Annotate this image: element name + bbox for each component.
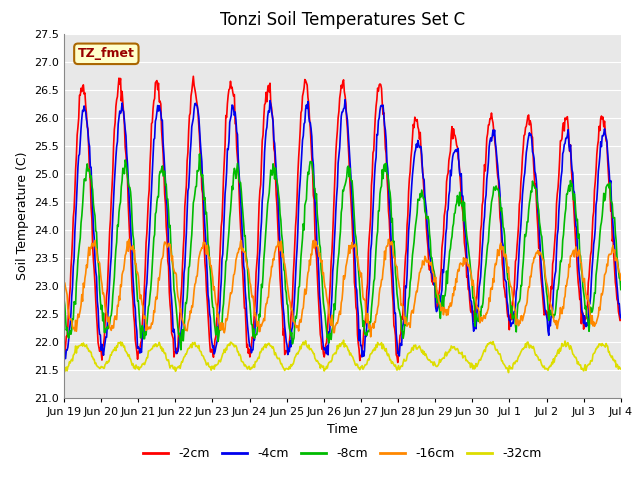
-32cm <box>127 359 135 365</box>
-8cm <box>70 299 78 305</box>
-2cm <box>70 206 78 212</box>
-8cm <box>196 151 204 157</box>
-16cm <box>128 244 136 250</box>
-8cm <box>177 347 185 353</box>
-8cm <box>617 287 625 292</box>
-2cm <box>214 299 222 305</box>
-4cm <box>185 185 193 191</box>
Line: -2cm: -2cm <box>64 76 621 362</box>
-2cm <box>394 360 402 365</box>
-32cm <box>428 360 435 365</box>
-16cm <box>125 236 133 242</box>
-4cm <box>60 343 68 349</box>
-16cm <box>428 264 436 270</box>
-32cm <box>214 361 221 367</box>
Line: -32cm: -32cm <box>64 340 621 372</box>
-32cm <box>505 370 513 375</box>
-4cm <box>214 325 222 331</box>
-32cm <box>617 366 625 372</box>
-2cm <box>412 117 419 123</box>
-2cm <box>60 348 68 354</box>
Y-axis label: Soil Temperature (C): Soil Temperature (C) <box>16 152 29 280</box>
-2cm <box>127 268 135 274</box>
-16cm <box>412 293 419 299</box>
-8cm <box>127 200 135 205</box>
-32cm <box>70 351 78 357</box>
-8cm <box>185 265 193 271</box>
-2cm <box>184 150 192 156</box>
-8cm <box>412 222 419 228</box>
X-axis label: Time: Time <box>327 423 358 436</box>
-16cm <box>367 334 374 340</box>
Legend: -2cm, -4cm, -8cm, -16cm, -32cm: -2cm, -4cm, -8cm, -16cm, -32cm <box>138 442 547 465</box>
-32cm <box>340 337 348 343</box>
-4cm <box>617 315 625 321</box>
-32cm <box>60 369 68 375</box>
-2cm <box>428 279 436 285</box>
Title: Tonzi Soil Temperatures Set C: Tonzi Soil Temperatures Set C <box>220 11 465 29</box>
Line: -4cm: -4cm <box>64 100 621 359</box>
-4cm <box>428 268 436 274</box>
-8cm <box>428 255 436 261</box>
-16cm <box>617 277 625 283</box>
-32cm <box>184 346 192 352</box>
Text: TZ_fmet: TZ_fmet <box>78 48 135 60</box>
-4cm <box>61 356 69 361</box>
-16cm <box>60 279 68 285</box>
-4cm <box>71 229 79 235</box>
-2cm <box>617 317 625 323</box>
-16cm <box>214 311 222 317</box>
-2cm <box>189 73 197 79</box>
Line: -8cm: -8cm <box>64 154 621 350</box>
-4cm <box>412 147 419 153</box>
-4cm <box>128 250 136 255</box>
-8cm <box>60 296 68 302</box>
-16cm <box>185 318 193 324</box>
-32cm <box>411 344 419 349</box>
-8cm <box>215 333 223 338</box>
-16cm <box>70 325 78 331</box>
-4cm <box>341 97 349 103</box>
Line: -16cm: -16cm <box>64 239 621 337</box>
